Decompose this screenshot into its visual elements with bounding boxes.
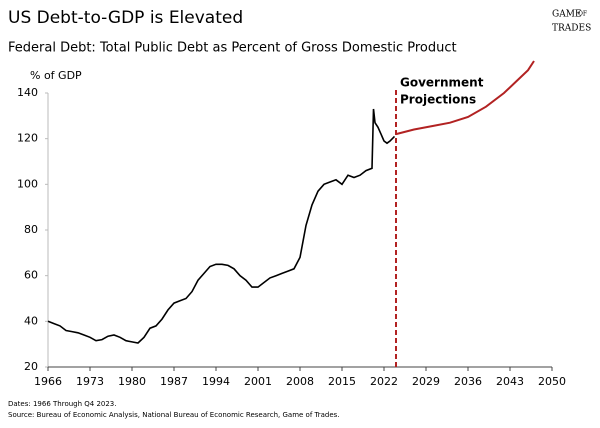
x-tick-label: 2008 [286, 375, 314, 388]
logo-text: TRADES [552, 24, 591, 34]
y-tick-label: 60 [24, 269, 38, 282]
x-tick-label: 1987 [160, 375, 188, 388]
logo-text: OF [578, 11, 587, 18]
y-tick-label: 120 [17, 132, 38, 145]
series-line [395, 60, 535, 136]
x-tick-label: 2001 [244, 375, 272, 388]
x-tick-label: 1994 [202, 375, 230, 388]
logo-text: GAME [552, 10, 581, 20]
series-line [47, 108, 396, 344]
y-axis-label: % of GDP [30, 69, 82, 82]
y-tick-label: 100 [17, 177, 38, 190]
x-tick-label: 2029 [412, 375, 440, 388]
x-tick-label: 1973 [76, 375, 104, 388]
x-tick-label: 2022 [370, 375, 398, 388]
y-tick-label: 40 [24, 314, 38, 327]
x-tick-label: 1980 [118, 375, 146, 388]
chart-subtitle: Federal Debt: Total Public Debt as Perce… [8, 41, 457, 56]
y-tick-label: 20 [24, 360, 38, 373]
x-tick-label: 2050 [538, 375, 566, 388]
x-tick-label: 2015 [328, 375, 356, 388]
x-tick-label: 1966 [34, 375, 62, 388]
x-tick-label: 2043 [496, 375, 524, 388]
annotation: Government [400, 76, 484, 90]
x-tick-label: 2036 [454, 375, 482, 388]
chart-title: US Debt-to-GDP is Elevated [8, 8, 243, 28]
annotation: Projections [400, 93, 476, 107]
note: Source: Bureau of Economic Analysis, Nat… [8, 411, 340, 419]
note: Dates: 1966 Through Q4 2023. [8, 400, 117, 408]
y-tick-label: 80 [24, 223, 38, 236]
y-tick-label: 140 [17, 86, 38, 99]
